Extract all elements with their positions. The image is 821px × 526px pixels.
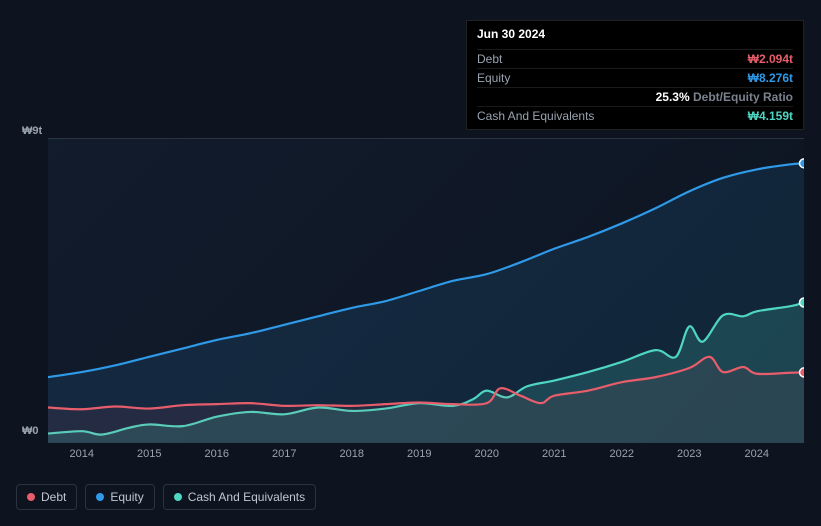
- xaxis: 2014 2015 2016 2017 2018 2019 2020 2021 2022 2023…: [48, 448, 804, 468]
- tooltip-date: Jun 30 2024: [477, 27, 793, 45]
- xaxis-tick: 2015: [137, 448, 161, 460]
- legend-dot-icon: [174, 493, 182, 501]
- xaxis-tick: 2018: [340, 448, 364, 460]
- legend-label: Equity: [110, 490, 143, 504]
- tooltip-row-ratio: 25.3% Debt/Equity Ratio: [477, 87, 793, 106]
- xaxis-tick: 2021: [542, 448, 566, 460]
- series-end-marker-icon: [800, 368, 805, 377]
- chart-plot-area[interactable]: [48, 138, 804, 442]
- yaxis-top-label: ₩9t: [22, 125, 42, 137]
- xaxis-tick: 2016: [205, 448, 229, 460]
- legend-item-debt[interactable]: Debt: [16, 484, 77, 510]
- xaxis-tick: 2019: [407, 448, 431, 460]
- tooltip-value: ₩8.276t: [748, 71, 793, 85]
- tooltip-row-debt: Debt ₩2.094t: [477, 49, 793, 68]
- tooltip-row-cash: Cash And Equivalents ₩4.159t: [477, 106, 793, 125]
- xaxis-tick: 2017: [272, 448, 296, 460]
- legend-label: Cash And Equivalents: [188, 490, 305, 504]
- tooltip-label: Equity: [477, 71, 748, 85]
- xaxis-tick: 2020: [475, 448, 499, 460]
- tooltip-label: [477, 90, 656, 104]
- tooltip-row-equity: Equity ₩8.276t: [477, 68, 793, 87]
- legend-dot-icon: [27, 493, 35, 501]
- chart-svg: [48, 139, 804, 443]
- xaxis-tick: 2023: [677, 448, 701, 460]
- xaxis-tick: 2014: [70, 448, 94, 460]
- legend-item-cash[interactable]: Cash And Equivalents: [163, 484, 316, 510]
- xaxis-tick: 2024: [745, 448, 769, 460]
- yaxis-bottom-label: ₩0: [22, 425, 39, 437]
- tooltip-value: ₩2.094t: [748, 52, 793, 66]
- tooltip-label: Cash And Equivalents: [477, 109, 748, 123]
- legend-item-equity[interactable]: Equity: [85, 484, 154, 510]
- series-end-marker-icon: [800, 159, 805, 168]
- tooltip-value: ₩4.159t: [748, 109, 793, 123]
- tooltip-value: 25.3% Debt/Equity Ratio: [656, 90, 793, 104]
- legend-dot-icon: [96, 493, 104, 501]
- tooltip-label: Debt: [477, 52, 748, 66]
- legend-label: Debt: [41, 490, 66, 504]
- series-end-marker-icon: [800, 298, 805, 307]
- chart-tooltip: Jun 30 2024 Debt ₩2.094t Equity ₩8.276t …: [466, 20, 804, 130]
- legend: Debt Equity Cash And Equivalents: [16, 484, 316, 510]
- xaxis-tick: 2022: [610, 448, 634, 460]
